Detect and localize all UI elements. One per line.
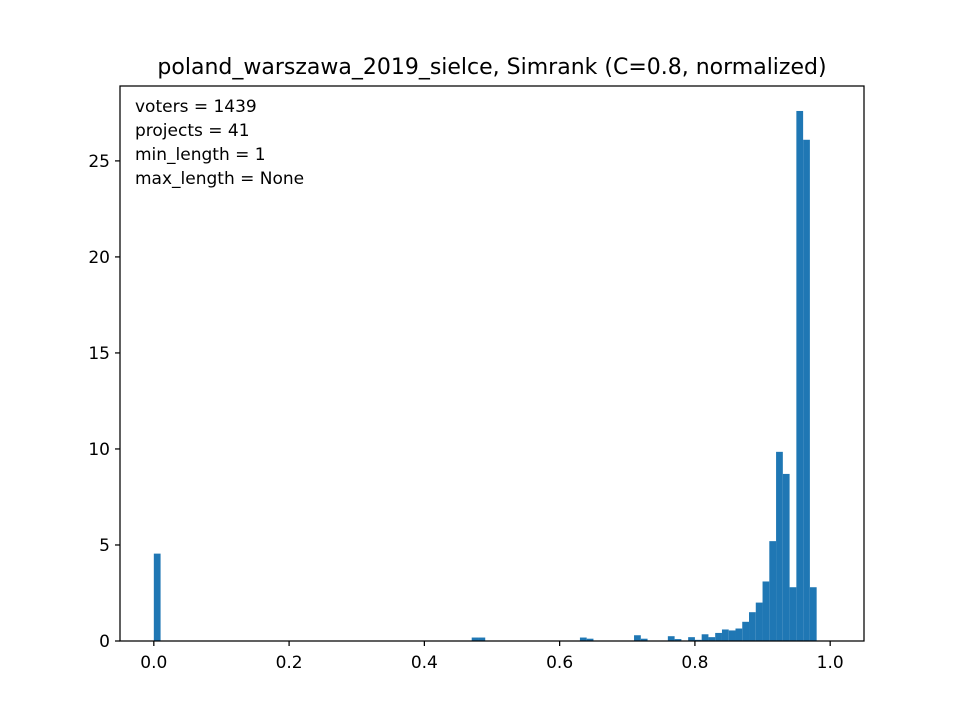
histogram-bar [667,636,675,641]
histogram-bar [728,630,736,641]
stats-annotation: voters = 1439 projects = 41 min_length = 1… [135,97,304,189]
histogram-bar [803,139,810,641]
y-tick-label: 25 [88,152,110,172]
histogram-bar [789,587,797,641]
annotation-line: max_length = None [135,169,304,189]
histogram-bar [701,634,709,641]
histogram-bar [688,637,695,641]
x-tick-label: 0.4 [411,653,438,673]
histogram-bar [749,612,756,641]
plot-frame [119,85,865,642]
annotation-line: projects = 41 [135,121,250,141]
histogram-bar [782,473,790,641]
histogram-bar [735,628,743,641]
histogram-bar [708,637,716,641]
x-tick-label: 0.0 [140,653,167,673]
histogram-bar [640,638,648,641]
histogram-bar [715,632,722,641]
histogram-bar [796,110,804,642]
y-tick-label: 15 [88,344,110,364]
y-tick-label: 0 [99,632,110,652]
histogram-bar [153,553,161,641]
x-tick-label: 0.6 [546,653,573,673]
y-tick-label: 10 [88,440,110,460]
histogram-bar [721,629,729,641]
x-tick-label: 0.2 [276,653,303,673]
histogram-bar [776,451,783,641]
annotation-line: min_length = 1 [135,145,266,165]
y-tick-label: 5 [99,536,110,556]
histogram-bar [742,621,750,641]
histogram-bar [755,602,763,641]
histogram-bar [674,639,682,641]
x-tick-label: 1.0 [817,653,844,673]
histogram-bar [586,638,594,641]
histogram-bar [769,541,777,641]
histogram-bar [762,581,770,641]
histogram-bar [471,637,479,641]
annotation-line: voters = 1439 [135,97,257,117]
histogram-bar [478,637,486,641]
chart-title: poland_warszawa_2019_sielce, Simrank (C=… [157,55,826,80]
y-tick-label: 20 [88,248,110,268]
histogram-bar [579,637,587,641]
bars-layer [153,110,817,642]
x-tick-label: 0.8 [681,653,708,673]
histogram-bar [634,635,641,641]
ticks-layer: 0.0 0.2 0.4 0.6 0.8 1.0 0 5 10 15 20 25 [88,152,843,673]
histogram-bar [809,587,817,641]
